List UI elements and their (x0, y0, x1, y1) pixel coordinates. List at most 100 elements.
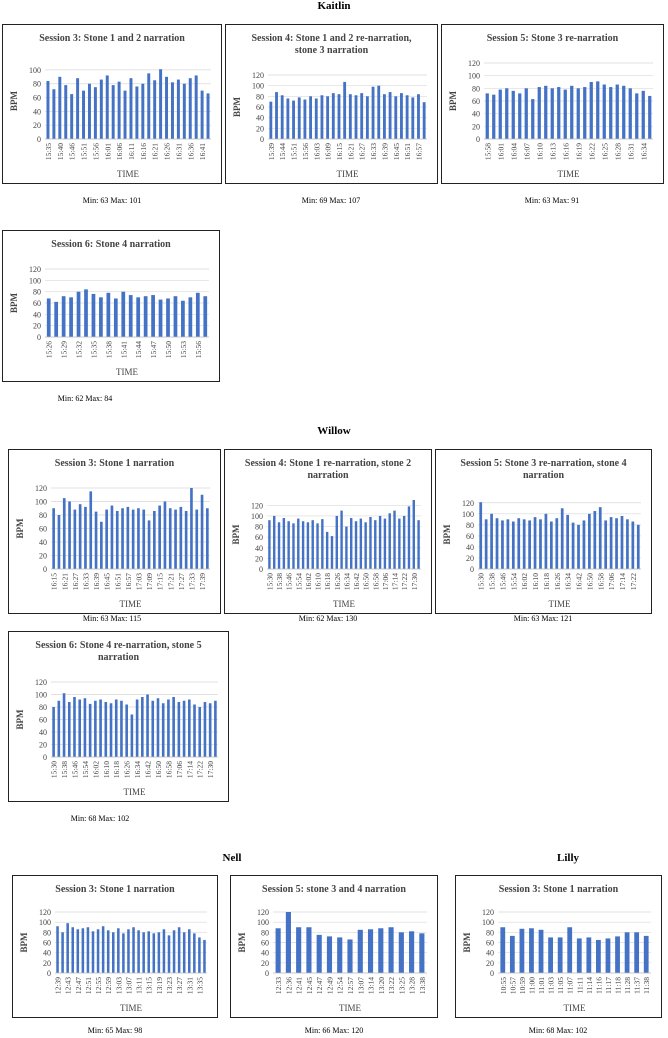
bar (76, 78, 80, 139)
bar (537, 87, 541, 139)
x-tick-label: 13:14 (367, 977, 376, 994)
bar (393, 510, 396, 569)
bar (567, 927, 573, 973)
y-tick-label: 100 (251, 512, 263, 521)
x-tick-label: 16:42 (144, 761, 153, 778)
y-tick-label: 80 (39, 511, 47, 520)
bar (485, 93, 489, 139)
y-tick-label: 20 (39, 741, 47, 750)
x-tick-label: 15:30 (265, 573, 274, 590)
x-tick-label: 15:39 (267, 143, 276, 160)
y-tick-label: 0 (47, 969, 51, 978)
y-axis-label: BPM (231, 524, 241, 545)
x-tick-label: 17:06 (381, 573, 390, 590)
x-tick-label: 15:58 (483, 143, 492, 160)
bar (121, 508, 124, 569)
bar (99, 297, 103, 337)
bar (78, 504, 82, 569)
y-tick-label: 20 (256, 124, 264, 133)
bar (82, 90, 86, 139)
bar (167, 935, 171, 973)
bar (157, 932, 161, 973)
x-tick-label: 16:18 (542, 573, 551, 590)
x-tick-label: 12:47 (74, 977, 83, 994)
bar (417, 94, 420, 139)
x-tick-label: 17:22 (629, 573, 638, 590)
x-tick-label: 13:11 (135, 977, 144, 994)
bar (636, 524, 640, 569)
x-tick-label: 17:27 (177, 573, 186, 590)
x-tick-label: 16:42 (575, 573, 584, 590)
x-tick-label: 15:54 (294, 573, 303, 590)
bar (343, 81, 347, 139)
bar (405, 95, 409, 139)
bar (214, 700, 217, 757)
y-tick-label: 40 (261, 949, 269, 958)
chart-title: Session 3: Stone 1 narration (54, 458, 175, 469)
x-tick-label: 17:14 (185, 761, 194, 778)
x-tick-label: 12:59 (104, 977, 113, 994)
x-tick-label: 13:23 (165, 977, 174, 994)
y-tick-label: 80 (472, 84, 480, 93)
bar (522, 519, 526, 569)
y-tick-label: 0 (259, 565, 263, 574)
bar (151, 700, 155, 757)
bar (548, 937, 553, 973)
bar (394, 96, 398, 139)
y-tick-label: 100 (35, 691, 47, 700)
x-tick-label: 16:50 (154, 761, 163, 778)
x-axis-label: TIME (124, 787, 146, 797)
x-tick-label: 11:01 (537, 977, 546, 994)
bar (172, 697, 175, 757)
bar (563, 89, 567, 139)
bar (91, 293, 96, 337)
x-tick-label: 16:02 (91, 761, 100, 778)
bar (588, 513, 591, 569)
bar (273, 515, 276, 569)
bar (156, 698, 160, 757)
x-tick-label: 10:57 (508, 977, 517, 994)
bar (378, 515, 382, 569)
bar (121, 291, 126, 337)
bar (495, 518, 499, 569)
bar (172, 930, 176, 973)
y-tick-label: 20 (39, 552, 47, 561)
x-tick-label: 17:14 (391, 573, 400, 590)
x-tick-label: 11:16 (594, 977, 603, 994)
chart-caption: Min: 62 Max: 84 (57, 394, 113, 403)
bar (91, 931, 95, 973)
bar (555, 518, 559, 569)
x-tick-label: 15:32 (75, 341, 84, 358)
bar (194, 75, 198, 139)
bar (176, 79, 180, 139)
bar (168, 508, 172, 569)
x-tick-label: 17:14 (618, 573, 627, 590)
bar (71, 927, 74, 973)
bar (94, 700, 97, 757)
y-tick-label: 80 (466, 521, 474, 530)
chart-caption: Min: 65 Max: 98 (87, 1026, 143, 1035)
x-tick-label: 15:30 (50, 761, 59, 778)
bar (287, 521, 290, 569)
bar (529, 928, 534, 973)
bar (596, 939, 601, 973)
bar (303, 99, 307, 139)
bar (135, 86, 139, 139)
y-axis-label: BPM (462, 932, 472, 953)
bar (544, 513, 548, 569)
bar (182, 83, 186, 139)
bar (354, 95, 358, 139)
x-tick-label: 12:54 (336, 977, 345, 994)
x-tick-label: 16:50 (362, 573, 371, 590)
heading: Lilly (556, 852, 580, 864)
y-tick-label: 100 (35, 498, 47, 507)
chart-title: Session 4: Stone 1 and 2 re-narration, s… (251, 33, 412, 56)
bar (206, 508, 209, 569)
y-tick-label: 60 (256, 103, 264, 112)
bar (325, 531, 329, 569)
x-tick-label: 16:21 (60, 573, 69, 590)
x-tick-label: 16:39 (380, 143, 389, 160)
y-tick-label: 40 (39, 728, 47, 737)
